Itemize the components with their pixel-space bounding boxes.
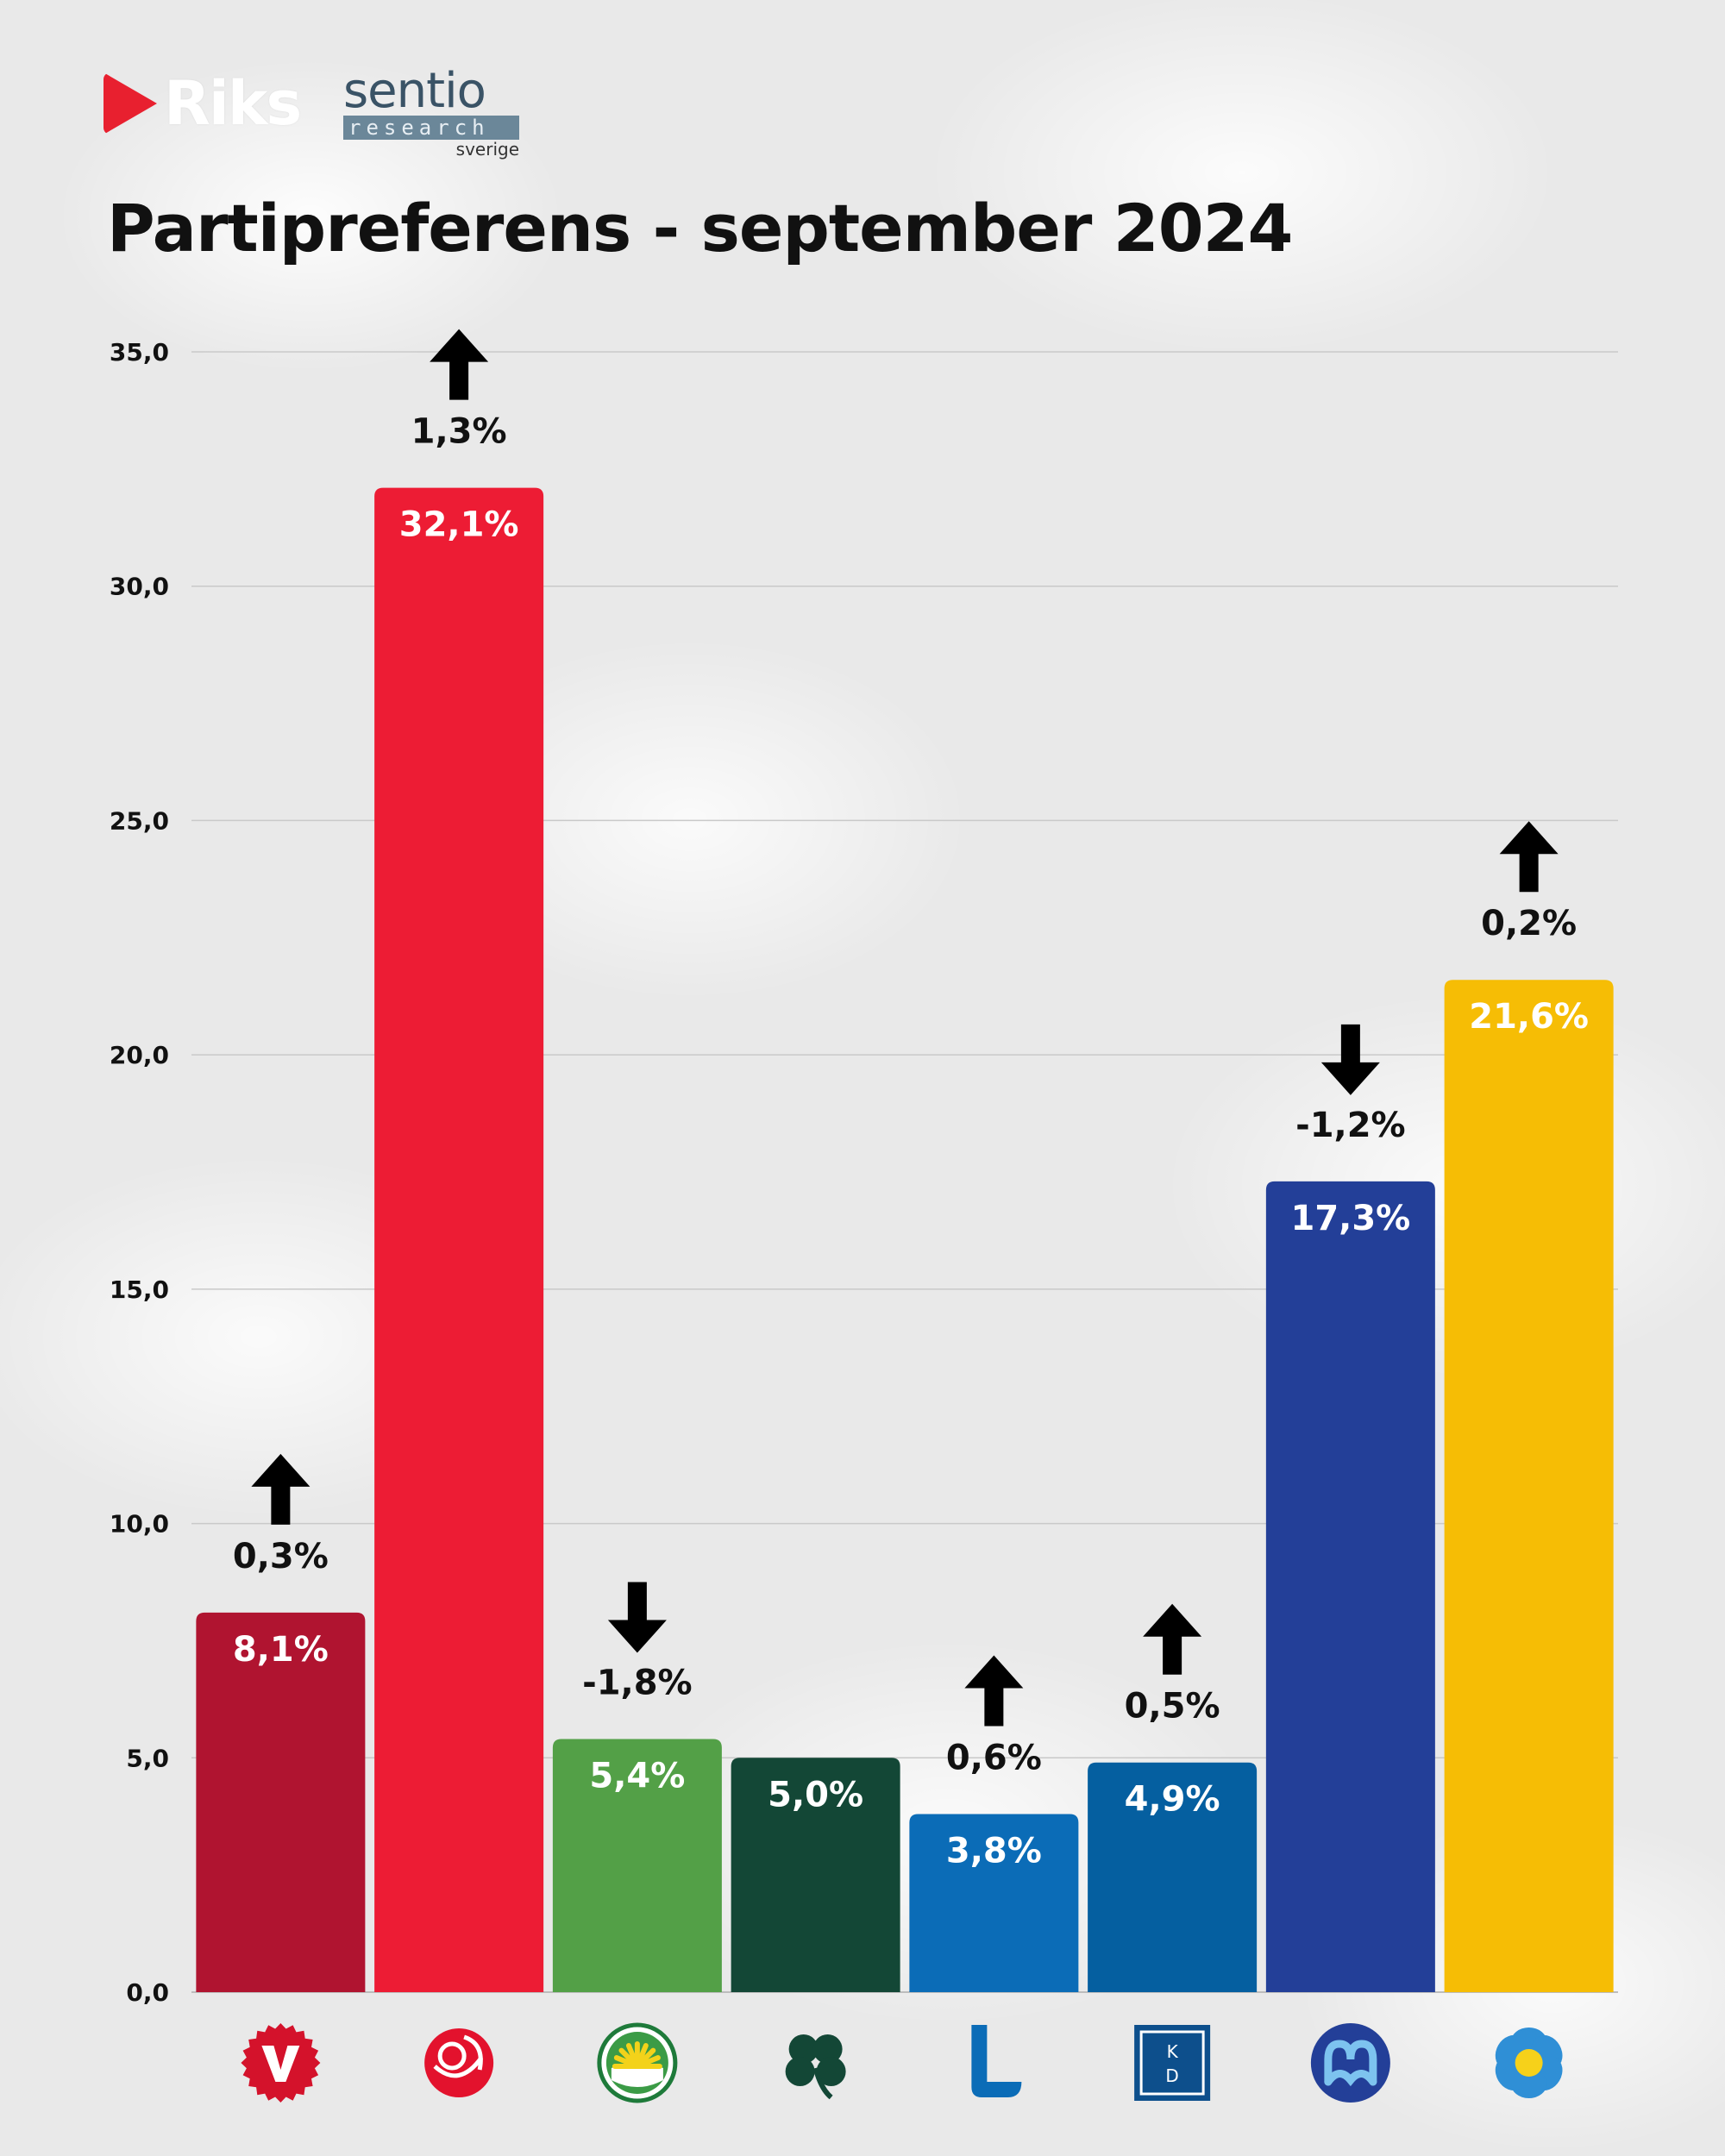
- y-tick-label: 25,0: [110, 806, 169, 835]
- value-label: 17,3%: [1290, 1199, 1410, 1238]
- sentio-region: sverige: [455, 139, 519, 160]
- arrow-up-icon: [964, 1655, 1024, 1727]
- bar-mp: [552, 1739, 722, 1992]
- y-tick-label: 0,0: [126, 1978, 169, 2007]
- change-label: -1,8%: [582, 1664, 693, 1703]
- chart-title: Partipreferens - september 2024: [107, 190, 1293, 266]
- value-label: 8,1%: [233, 1630, 329, 1670]
- y-tick-label: 30,0: [110, 573, 169, 601]
- arrow-up-icon: [1499, 821, 1559, 893]
- sun-logo-icon: [597, 2022, 678, 2103]
- change-label: 0,2%: [1481, 904, 1577, 943]
- clover-logo-icon: [785, 2034, 846, 2100]
- sentio-subtitle: research: [343, 116, 519, 140]
- play-icon: [104, 72, 157, 135]
- riks-logo: Riks: [104, 68, 302, 139]
- value-label: 3,8%: [946, 1831, 1042, 1871]
- change-label: 1,3%: [411, 412, 507, 452]
- change-label: -1,2%: [1295, 1106, 1406, 1145]
- value-label: 4,9%: [1125, 1780, 1220, 1820]
- riks-wordmark: Riks: [164, 68, 302, 139]
- arrow-up-icon: [430, 329, 489, 400]
- svg-text:D: D: [1165, 2065, 1178, 2086]
- bar-c: [731, 1758, 900, 1992]
- bar-v: [196, 1612, 366, 1992]
- m-logo-icon: [1310, 2023, 1390, 2103]
- arrow-down-icon: [1320, 1024, 1380, 1095]
- bar-sd: [1444, 980, 1614, 1992]
- arrow-up-icon: [251, 1453, 310, 1525]
- y-tick-label: 15,0: [110, 1275, 169, 1304]
- change-label: 0,6%: [946, 1738, 1042, 1777]
- arrow-down-icon: [607, 1582, 667, 1653]
- value-label: 32,1%: [399, 505, 519, 545]
- bar-s: [374, 487, 544, 1993]
- rose-logo-icon: [424, 2028, 494, 2097]
- anemone-flower-icon: [1495, 2028, 1563, 2098]
- bar-m: [1265, 1181, 1435, 1992]
- y-tick-label: 10,0: [110, 1510, 169, 1539]
- v-party-logo-icon: [241, 2023, 321, 2103]
- change-label: 0,5%: [1125, 1687, 1220, 1727]
- value-label: 5,4%: [589, 1757, 685, 1796]
- y-tick-label: 20,0: [110, 1041, 169, 1069]
- bar-l: [909, 1814, 1079, 1992]
- arrow-up-icon: [1143, 1603, 1202, 1675]
- change-label: 0,3%: [233, 1537, 329, 1576]
- value-label: 5,0%: [768, 1775, 863, 1814]
- kd-logo-icon: KD: [1134, 2025, 1211, 2101]
- sentio-logo: sentio research sverige: [343, 67, 524, 159]
- bar-kd: [1088, 1762, 1258, 1992]
- sentio-wordmark: sentio: [343, 63, 486, 119]
- value-label: 21,6%: [1469, 997, 1589, 1037]
- l-logo-icon: [971, 2025, 1022, 2097]
- svg-text:K: K: [1167, 2041, 1179, 2062]
- y-tick-label: 35,0: [110, 338, 169, 367]
- y-tick-label: 5,0: [126, 1744, 169, 1772]
